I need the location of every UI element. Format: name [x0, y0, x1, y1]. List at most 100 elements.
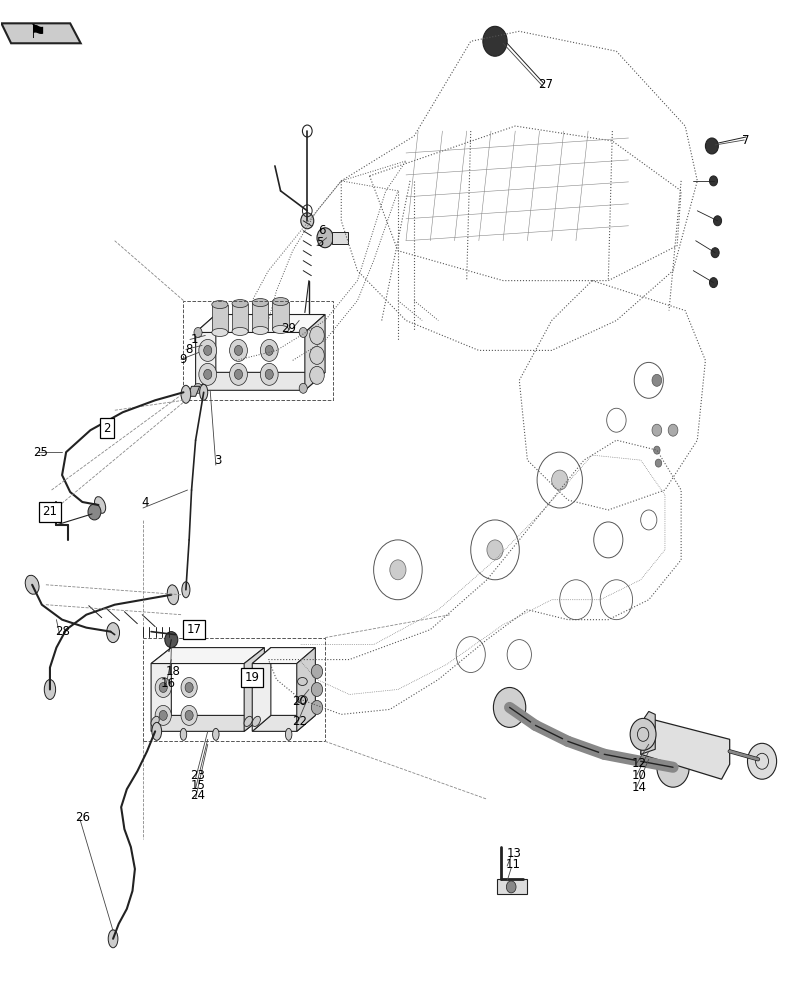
Text: 19: 19 — [244, 671, 260, 684]
Bar — [143, 638, 324, 741]
Text: 6: 6 — [318, 224, 325, 237]
Polygon shape — [195, 315, 324, 332]
Circle shape — [656, 747, 689, 787]
Text: 9: 9 — [179, 353, 187, 366]
Text: 22: 22 — [291, 715, 307, 728]
Ellipse shape — [297, 678, 307, 685]
Text: 16: 16 — [161, 677, 175, 690]
Circle shape — [651, 424, 661, 436]
Ellipse shape — [272, 298, 288, 306]
Ellipse shape — [94, 497, 105, 513]
Ellipse shape — [167, 585, 178, 605]
Circle shape — [185, 710, 193, 720]
Ellipse shape — [212, 301, 228, 309]
Text: ⚑: ⚑ — [29, 24, 46, 43]
Text: 24: 24 — [191, 789, 205, 802]
Polygon shape — [212, 305, 228, 332]
Ellipse shape — [200, 384, 208, 400]
Circle shape — [265, 369, 273, 379]
Circle shape — [709, 176, 717, 186]
Polygon shape — [252, 648, 315, 664]
Circle shape — [654, 459, 661, 467]
Polygon shape — [151, 648, 171, 731]
Circle shape — [265, 345, 273, 355]
Text: 28: 28 — [54, 625, 70, 638]
Ellipse shape — [232, 327, 248, 335]
Circle shape — [204, 345, 212, 355]
Text: 20: 20 — [291, 695, 307, 708]
Polygon shape — [296, 648, 315, 731]
Circle shape — [194, 327, 202, 337]
Text: 18: 18 — [165, 665, 180, 678]
Text: 2: 2 — [103, 422, 110, 435]
Ellipse shape — [285, 728, 291, 740]
Text: 25: 25 — [32, 446, 48, 459]
Polygon shape — [331, 232, 347, 244]
Circle shape — [234, 369, 242, 379]
Text: 14: 14 — [631, 781, 646, 794]
Text: 15: 15 — [191, 779, 205, 792]
Circle shape — [713, 216, 721, 226]
Ellipse shape — [272, 325, 288, 333]
Polygon shape — [151, 715, 264, 731]
Text: 23: 23 — [191, 769, 205, 782]
Circle shape — [230, 363, 247, 385]
Circle shape — [234, 345, 242, 355]
Circle shape — [483, 26, 507, 56]
Circle shape — [705, 138, 718, 154]
Text: 26: 26 — [75, 811, 90, 824]
Circle shape — [316, 228, 333, 248]
Ellipse shape — [252, 299, 268, 307]
Circle shape — [309, 326, 324, 344]
Text: 7: 7 — [741, 134, 749, 147]
Ellipse shape — [181, 385, 191, 403]
Circle shape — [309, 346, 324, 364]
Circle shape — [311, 682, 322, 696]
Circle shape — [651, 374, 661, 386]
Circle shape — [747, 743, 775, 779]
Polygon shape — [640, 717, 729, 779]
Circle shape — [159, 710, 167, 720]
Circle shape — [155, 705, 171, 725]
Text: 10: 10 — [631, 769, 646, 782]
Text: 3: 3 — [214, 454, 221, 467]
Ellipse shape — [25, 575, 39, 594]
Text: 11: 11 — [505, 858, 521, 871]
Circle shape — [487, 540, 503, 560]
Circle shape — [298, 327, 307, 337]
Circle shape — [185, 682, 193, 692]
Text: 29: 29 — [281, 322, 296, 335]
Polygon shape — [195, 315, 216, 390]
Ellipse shape — [180, 728, 187, 740]
Polygon shape — [496, 879, 526, 894]
Ellipse shape — [212, 728, 219, 740]
Circle shape — [230, 339, 247, 361]
Polygon shape — [252, 303, 268, 330]
Text: 1: 1 — [190, 333, 198, 346]
Bar — [183, 301, 333, 400]
Ellipse shape — [212, 328, 228, 336]
Polygon shape — [304, 315, 324, 390]
Circle shape — [298, 383, 307, 393]
Circle shape — [194, 383, 202, 393]
Text: 8: 8 — [185, 343, 192, 356]
Circle shape — [260, 339, 278, 361]
Polygon shape — [640, 711, 654, 754]
Circle shape — [653, 446, 659, 454]
Circle shape — [551, 470, 567, 490]
Circle shape — [311, 700, 322, 714]
Circle shape — [389, 560, 406, 580]
Polygon shape — [187, 386, 200, 396]
Polygon shape — [195, 372, 324, 390]
Ellipse shape — [108, 930, 118, 948]
Polygon shape — [244, 648, 264, 731]
Ellipse shape — [182, 582, 190, 598]
Circle shape — [300, 213, 313, 229]
Circle shape — [199, 363, 217, 385]
Circle shape — [629, 718, 655, 750]
Circle shape — [709, 278, 717, 288]
Ellipse shape — [244, 716, 252, 726]
Polygon shape — [252, 648, 271, 731]
Text: 13: 13 — [505, 847, 521, 860]
Ellipse shape — [45, 680, 55, 699]
